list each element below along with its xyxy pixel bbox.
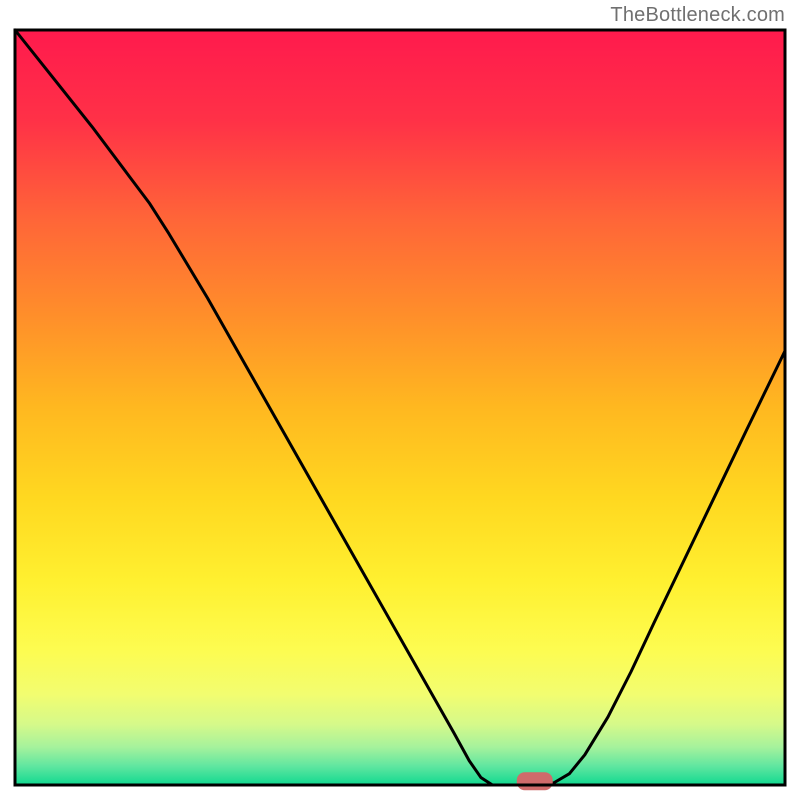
plot-background <box>15 30 785 785</box>
bottleneck-chart: TheBottleneck.com <box>0 0 800 800</box>
watermark-text: TheBottleneck.com <box>610 4 785 27</box>
chart-svg <box>0 0 800 800</box>
optimal-marker <box>517 772 553 790</box>
